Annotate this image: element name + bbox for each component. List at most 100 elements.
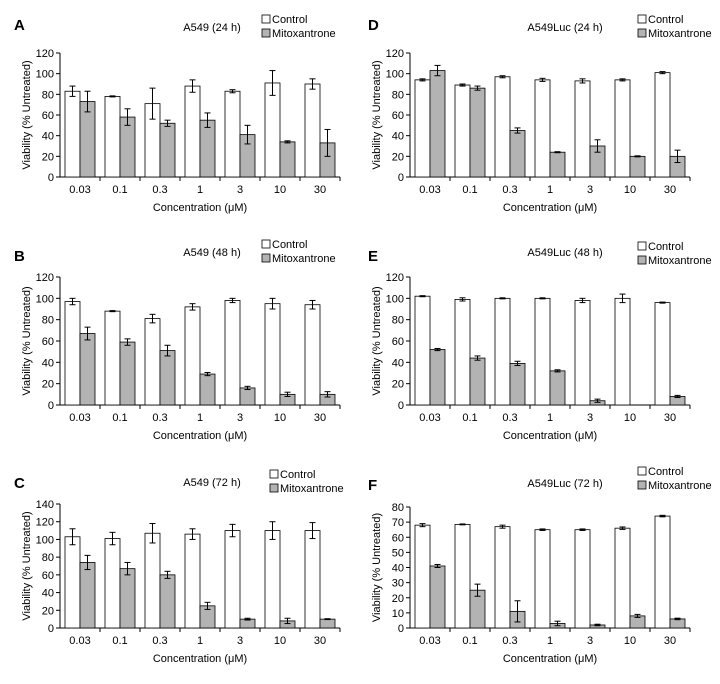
bar-mitoxantrone: [79, 333, 96, 406]
legend-label: Control: [648, 466, 683, 478]
bar-mitoxantrone: [669, 618, 686, 629]
legend-swatch-mitoxantrone: [637, 28, 647, 38]
y-tick-label: 100: [36, 534, 54, 546]
x-tick-label: 3: [237, 184, 243, 196]
panel-letter: E: [368, 248, 378, 265]
bar-control: [574, 300, 591, 406]
y-axis-label: Viability (% Untreated): [371, 286, 383, 395]
y-tick-label: 0: [48, 623, 54, 635]
bar-control: [304, 304, 321, 406]
legend-label: Control: [648, 14, 683, 26]
x-tick-label: 30: [314, 184, 326, 196]
y-tick-label: 60: [392, 336, 404, 348]
panel-title: A549Luc (24 h): [527, 22, 602, 34]
x-axis-label: Concentration (μM): [503, 202, 597, 214]
x-tick-label: 10: [274, 412, 286, 424]
bar-control: [224, 530, 241, 629]
panel-letter: D: [368, 17, 379, 34]
bar-mitoxantrone: [469, 357, 486, 406]
bar-mitoxantrone: [509, 130, 526, 178]
y-tick-label: 80: [392, 502, 404, 514]
legend-label: Mitoxantrone: [272, 28, 336, 40]
x-tick-label: 30: [664, 184, 676, 196]
x-tick-label: 30: [664, 635, 676, 647]
panel-b: B A549 (48 h) Control Mitoxantrone 0 20 40 60 80…: [14, 239, 341, 442]
y-tick-label: 20: [42, 379, 54, 391]
y-tick-label: 80: [392, 89, 404, 101]
y-tick-label: 100: [386, 293, 404, 305]
y-tick-label: 60: [392, 532, 404, 544]
y-tick-label: 40: [42, 131, 54, 143]
bar-control: [104, 538, 121, 629]
bar-control: [454, 298, 471, 406]
x-tick-label: 0.1: [112, 184, 127, 196]
legend-swatch-control: [637, 14, 647, 24]
bar-control: [494, 76, 511, 178]
bar-mitoxantrone: [549, 370, 566, 406]
panel-letter: B: [14, 248, 25, 265]
legend-label: Control: [272, 239, 307, 251]
bar-mitoxantrone: [159, 122, 176, 178]
legend-swatch-control: [269, 469, 279, 479]
panel-e: E A549Luc (48 h) Control Mitoxantrone 0 20 40 6…: [368, 241, 712, 442]
bar-mitoxantrone: [429, 565, 446, 629]
x-tick-label: 0.3: [152, 635, 167, 647]
y-tick-label: 60: [392, 110, 404, 122]
panel-f: F A549Luc (72 h) Control Mitoxantrone 0 10 20 3…: [368, 466, 712, 665]
bar-mitoxantrone: [279, 141, 296, 178]
x-tick-label: 1: [197, 412, 203, 424]
x-tick-label: 10: [624, 412, 636, 424]
panel-a: A A549 (24 h) Control Mitoxantrone 0 20 40 60 80…: [14, 14, 341, 214]
legend-label: Mitoxantrone: [648, 28, 712, 40]
y-tick-label: 40: [42, 357, 54, 369]
x-tick-label: 3: [587, 635, 593, 647]
bar-control: [64, 301, 81, 406]
x-tick-label: 0.3: [152, 184, 167, 196]
bar-mitoxantrone: [199, 373, 216, 406]
y-tick-label: 80: [42, 552, 54, 564]
x-axis-label: Concentration (μM): [503, 430, 597, 442]
bar-control: [454, 84, 471, 178]
panel-d: D A549Luc (24 h) Control Mitoxantrone 0 20 40 6…: [368, 14, 712, 214]
x-tick-label: 3: [237, 412, 243, 424]
legend-label: Control: [648, 241, 683, 253]
x-tick-label: 0.3: [502, 635, 517, 647]
legend-label: Control: [272, 14, 307, 26]
y-tick-label: 10: [392, 608, 404, 620]
bar-mitoxantrone: [629, 155, 646, 178]
x-tick-label: 30: [314, 412, 326, 424]
x-tick-label: 1: [197, 635, 203, 647]
legend-swatch-mitoxantrone: [637, 480, 647, 490]
bar-control: [614, 527, 631, 629]
panel-title: A549 (24 h): [183, 22, 240, 34]
bar-mitoxantrone: [119, 568, 136, 629]
legend-label: Control: [280, 469, 315, 481]
y-tick-label: 40: [392, 357, 404, 369]
bar-control: [654, 302, 671, 406]
y-tick-label: 120: [36, 272, 54, 284]
bar-control: [264, 530, 281, 629]
bar-control: [534, 529, 551, 629]
legend-swatch-control: [637, 466, 647, 476]
bar-mitoxantrone: [119, 341, 136, 406]
bar-control: [224, 90, 241, 178]
x-axis-label: Concentration (μM): [153, 202, 247, 214]
bar-control: [184, 85, 201, 178]
y-tick-label: 60: [42, 570, 54, 582]
x-tick-label: 0.1: [462, 184, 477, 196]
legend-swatch-mitoxantrone: [269, 483, 279, 493]
y-tick-label: 0: [398, 623, 404, 635]
legend-label: Mitoxantrone: [648, 255, 712, 267]
x-tick-label: 0.1: [462, 412, 477, 424]
y-tick-label: 100: [386, 69, 404, 81]
y-tick-label: 40: [42, 588, 54, 600]
bar-control: [304, 83, 321, 178]
legend-swatch-control: [261, 14, 271, 24]
y-tick-label: 100: [36, 293, 54, 305]
bar-control: [494, 297, 511, 406]
panel-letter: F: [368, 477, 377, 494]
legend-swatch-control: [637, 241, 647, 251]
panel-title: A549Luc (48 h): [527, 247, 602, 259]
y-axis-label: Viability (% Untreated): [21, 286, 33, 395]
y-tick-label: 100: [36, 69, 54, 81]
